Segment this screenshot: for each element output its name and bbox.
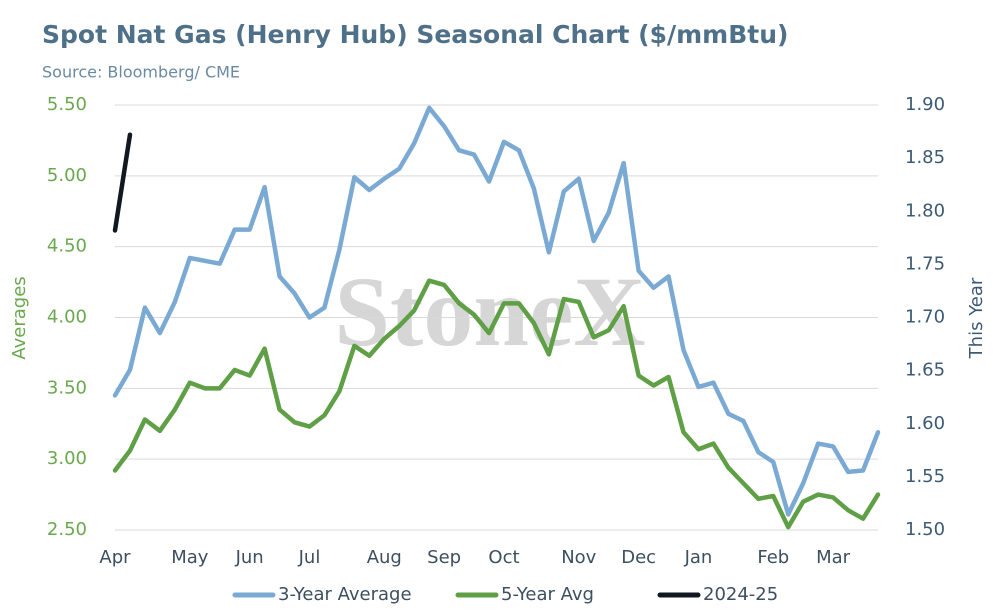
y2-tick-label: 1.55 — [905, 466, 945, 487]
y-tick-label: 4.50 — [47, 236, 87, 257]
y2-axis-label: This Year — [966, 277, 987, 359]
x-tick-label: Sep — [427, 547, 461, 568]
y-tick-label: 3.00 — [47, 448, 87, 469]
x-tick-label: Oct — [488, 547, 519, 568]
y2-tick-label: 1.70 — [905, 307, 945, 328]
y2-tick-label: 1.50 — [905, 519, 945, 540]
y-tick-label: 4.00 — [47, 307, 87, 328]
y2-tick-label: 1.60 — [905, 413, 945, 434]
y-tick-label: 5.00 — [47, 165, 87, 186]
watermark: StoneX — [334, 256, 645, 367]
legend-label: 3-Year Average — [278, 584, 412, 605]
x-tick-label: Nov — [561, 547, 596, 568]
series-line — [112, 132, 133, 233]
x-tick-label: Aug — [367, 547, 402, 568]
y-tick-label: 5.50 — [47, 94, 87, 115]
y2-tick-label: 1.85 — [905, 147, 945, 168]
y-tick-label: 2.50 — [47, 519, 87, 540]
legend-label: 5-Year Avg — [501, 584, 594, 605]
legend-label: 2024-25 — [703, 584, 778, 605]
x-tick-label: Feb — [757, 547, 789, 568]
x-tick-label: Jul — [298, 547, 321, 568]
x-tick-label: Mar — [816, 547, 851, 568]
x-tick-label: Jun — [235, 547, 264, 568]
series-line — [112, 278, 881, 530]
chart-subtitle: Source: Bloomberg/ CME — [42, 63, 240, 82]
y2-tick-label: 1.65 — [905, 360, 945, 381]
y2-tick-label: 1.80 — [905, 200, 945, 221]
x-tick-label: Dec — [621, 547, 656, 568]
y-axis-label: Averages — [9, 276, 30, 359]
x-tick-label: Apr — [99, 547, 131, 568]
y2-tick-label: 1.75 — [905, 253, 945, 274]
y2-tick-label: 1.90 — [905, 94, 945, 115]
x-tick-label: Jan — [684, 547, 713, 568]
x-tick-label: May — [171, 547, 209, 568]
y-tick-label: 3.50 — [47, 377, 87, 398]
chart-title: Spot Nat Gas (Henry Hub) Seasonal Chart … — [42, 20, 788, 49]
series-line — [112, 105, 881, 517]
